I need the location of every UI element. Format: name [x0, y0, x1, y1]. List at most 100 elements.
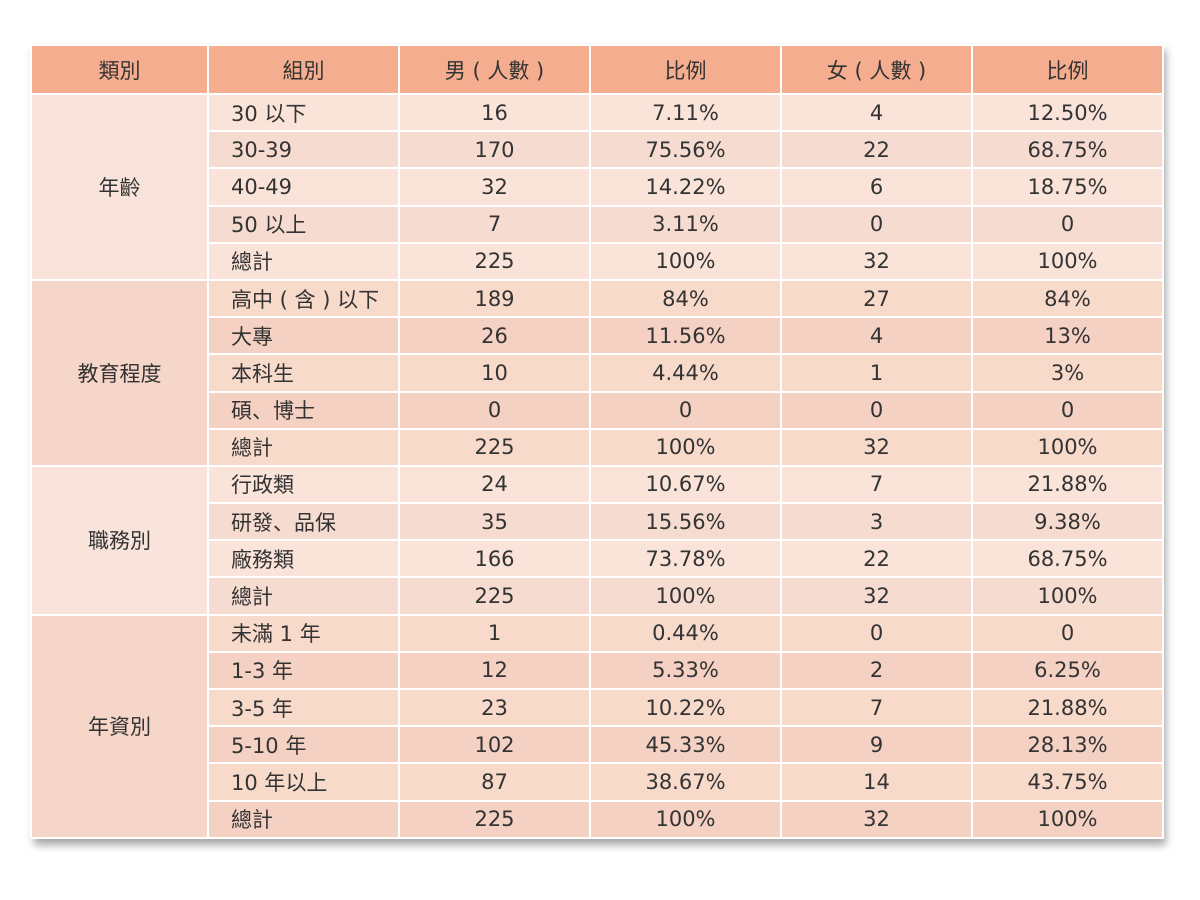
male-ratio-cell: 75.56% — [589, 130, 782, 170]
male-ratio-cell: 38.67% — [589, 762, 782, 802]
table-row: 本科生 10 4.44% 1 3% — [31, 353, 1164, 393]
male-ratio-cell: 100% — [589, 576, 782, 616]
female-ratio-cell: 6.25% — [971, 650, 1164, 691]
male-count-cell: 16 — [398, 92, 591, 133]
female-count-cell: 4 — [780, 316, 973, 356]
male-ratio-cell: 0 — [589, 390, 782, 430]
female-ratio-cell: 84% — [971, 278, 1164, 319]
female-ratio-cell: 21.88% — [971, 687, 1164, 728]
female-count-cell: 22 — [780, 130, 973, 170]
female-count-cell: 7 — [780, 687, 973, 728]
female-ratio-cell: 68.75% — [971, 130, 1164, 170]
female-count-cell: 32 — [780, 241, 973, 281]
male-count-cell: 35 — [398, 502, 591, 542]
table-row: 30-39 170 75.56% 22 68.75% — [31, 130, 1164, 170]
female-ratio-cell: 43.75% — [971, 762, 1164, 802]
table-row: 3-5 年 23 10.22% 7 21.88% — [31, 687, 1164, 728]
table-row: 教育程度 高中 ( 含 ) 以下 189 84% 27 84% — [30, 278, 1164, 467]
header-group: 組別 — [207, 44, 400, 95]
female-count-cell: 1 — [780, 353, 973, 393]
table-row: 1-3 年 12 5.33% 2 6.25% — [31, 650, 1164, 691]
male-ratio-cell: 14.22% — [589, 167, 782, 207]
male-ratio-cell: 84% — [589, 278, 782, 319]
male-count-cell: 23 — [398, 687, 591, 728]
group-cell: 總計 — [207, 427, 400, 467]
demographics-table: 類別 組別 男 ( 人數 ) 比例 女 ( 人數 ) 比例 年齡 30 以下 16 7… — [30, 44, 1164, 839]
male-ratio-cell: 3.11% — [589, 204, 782, 244]
male-ratio-cell: 5.33% — [589, 650, 782, 691]
female-count-cell: 32 — [780, 576, 973, 616]
female-ratio-cell: 18.75% — [971, 167, 1164, 207]
male-ratio-cell: 0.44% — [589, 613, 782, 653]
table-row: 職務別 行政類 24 10.67% 7 21.88% — [30, 464, 1164, 616]
female-ratio-cell: 3% — [971, 353, 1164, 393]
male-count-cell: 12 — [398, 650, 591, 691]
female-count-cell: 0 — [780, 390, 973, 430]
header-female-ratio: 比例 — [971, 44, 1164, 95]
female-ratio-cell: 21.88% — [971, 464, 1164, 505]
male-ratio-cell: 10.22% — [589, 687, 782, 728]
table-row: 總計 225 100% 32 100% — [31, 427, 1164, 467]
male-count-cell: 225 — [398, 799, 591, 839]
female-ratio-cell: 68.75% — [971, 539, 1164, 579]
group-cell: 3-5 年 — [207, 687, 400, 728]
group-cell: 未滿 1 年 — [207, 613, 400, 653]
male-ratio-cell: 100% — [589, 241, 782, 281]
header-female-count: 女 ( 人數 ) — [780, 44, 973, 95]
female-ratio-cell: 100% — [971, 427, 1164, 467]
male-ratio-cell: 11.56% — [589, 316, 782, 356]
group-cell: 碩、博士 — [207, 390, 400, 430]
female-count-cell: 14 — [780, 762, 973, 802]
group-cell: 研發、品保 — [207, 502, 400, 542]
table-row: 總計 225 100% 32 100% — [31, 799, 1164, 839]
female-ratio-cell: 12.50% — [971, 92, 1164, 133]
female-count-cell: 7 — [780, 464, 973, 505]
female-ratio-cell: 9.38% — [971, 502, 1164, 542]
header-male-count: 男 ( 人數 ) — [398, 44, 591, 95]
group-cell: 1-3 年 — [207, 650, 400, 691]
category-cell: 年齡 — [30, 93, 209, 281]
table-row: 50 以上 7 3.11% 0 0 — [31, 204, 1164, 244]
male-ratio-cell: 100% — [589, 427, 782, 467]
male-ratio-cell: 45.33% — [589, 725, 782, 765]
table-body: 年齡 30 以下 16 7.11% 4 12.50% 30-39 170 75.56% 22 68.… — [30, 92, 1164, 839]
group-cell: 總計 — [207, 241, 400, 281]
group-cell: 行政類 — [207, 464, 400, 505]
group-cell: 50 以上 — [207, 204, 400, 244]
female-ratio-cell: 100% — [971, 241, 1164, 281]
category-cell: 年資別 — [30, 613, 209, 839]
male-count-cell: 87 — [398, 762, 591, 802]
group-cell: 30 以下 — [207, 92, 400, 133]
group-cell: 5-10 年 — [207, 725, 400, 765]
group-cell: 廠務類 — [207, 539, 400, 579]
female-ratio-cell: 28.13% — [971, 725, 1164, 765]
female-ratio-cell: 0 — [971, 613, 1164, 653]
table-row: 年齡 30 以下 16 7.11% 4 12.50% — [30, 92, 1164, 281]
male-count-cell: 225 — [398, 427, 591, 467]
group-cell: 總計 — [207, 799, 400, 839]
male-ratio-cell: 4.44% — [589, 353, 782, 393]
table-row: 總計 225 100% 32 100% — [31, 576, 1164, 616]
male-ratio-cell: 7.11% — [589, 92, 782, 133]
table-row: 大專 26 11.56% 4 13% — [31, 316, 1164, 356]
male-count-cell: 225 — [398, 576, 591, 616]
male-count-cell: 166 — [398, 539, 591, 579]
female-count-cell: 32 — [780, 427, 973, 467]
header-row: 類別 組別 男 ( 人數 ) 比例 女 ( 人數 ) 比例 — [30, 44, 1164, 95]
group-cell: 總計 — [207, 576, 400, 616]
female-ratio-cell: 100% — [971, 576, 1164, 616]
female-count-cell: 32 — [780, 799, 973, 839]
female-ratio-cell: 13% — [971, 316, 1164, 356]
male-count-cell: 225 — [398, 241, 591, 281]
male-count-cell: 0 — [398, 390, 591, 430]
female-ratio-cell: 0 — [971, 390, 1164, 430]
male-ratio-cell: 100% — [589, 799, 782, 839]
group-cell: 大專 — [207, 316, 400, 356]
female-count-cell: 4 — [780, 92, 973, 133]
table-row: 40-49 32 14.22% 6 18.75% — [31, 167, 1164, 207]
male-count-cell: 1 — [398, 613, 591, 653]
group-cell: 30-39 — [207, 130, 400, 170]
male-ratio-cell: 10.67% — [589, 464, 782, 505]
female-count-cell: 0 — [780, 613, 973, 653]
male-count-cell: 102 — [398, 725, 591, 765]
